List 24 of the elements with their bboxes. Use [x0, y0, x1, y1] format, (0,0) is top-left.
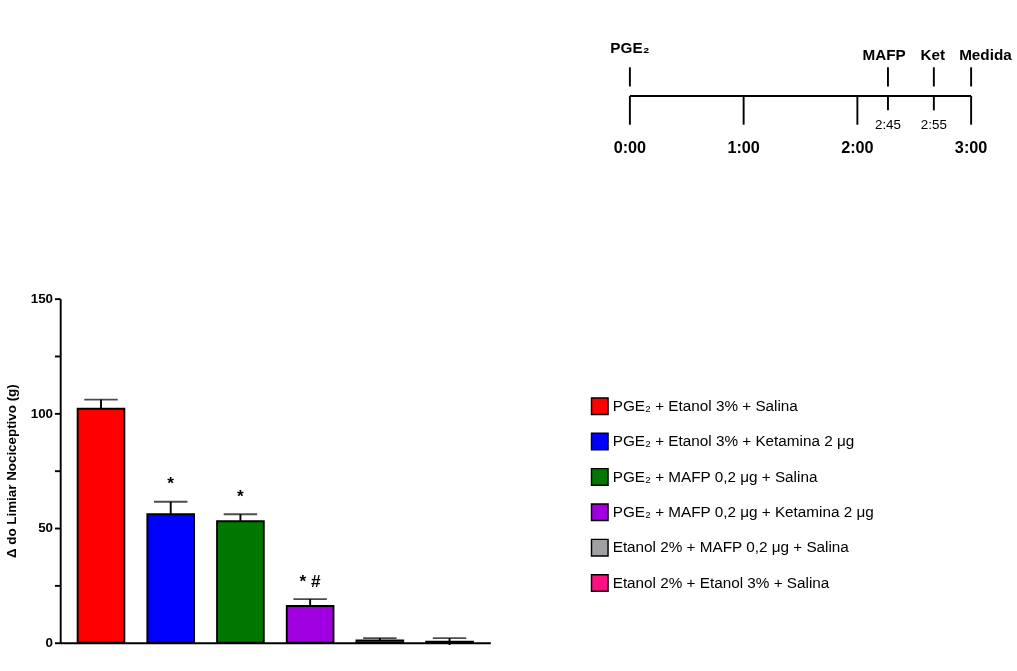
legend-label: PGE₂ + Etanol 3% + Salina [612, 396, 799, 414]
text: 2:45 [874, 117, 901, 133]
text: 0:00 [613, 138, 647, 157]
text: 1:00 [727, 138, 760, 157]
y-tick-label: 150 [30, 290, 54, 306]
text: Medida [959, 45, 1013, 63]
data-label: * [167, 473, 175, 494]
legend-label: Etanol 2% + MAFP 0,2 μg + Salina [612, 538, 850, 556]
data-label: * [237, 485, 245, 506]
text: 2:00 [841, 138, 874, 157]
text: PGE₂ [610, 39, 650, 57]
y-axis-title: Δ do Limiar Nociceptivo (g) [4, 384, 20, 559]
y-tick-label: 0 [45, 635, 54, 651]
text: Ket [920, 45, 946, 63]
y-tick-label: 50 [38, 520, 54, 536]
legend-label: PGE₂ + MAFP 0,2 μg + Salina [612, 467, 818, 485]
text: 2:55 [920, 117, 947, 133]
legend-label: PGE₂ + MAFP 0,2 μg + Ketamina 2 μg [612, 503, 874, 521]
text: 3:00 [954, 138, 988, 157]
data-label: * # [299, 570, 322, 591]
legend-label: PGE₂ + Etanol 3% + Ketamina 2 μg [612, 432, 855, 450]
text: MAFP [862, 45, 906, 63]
legend-label: Etanol 2% + Etanol 3% + Salina [612, 573, 830, 591]
y-tick-label: 100 [30, 405, 54, 421]
